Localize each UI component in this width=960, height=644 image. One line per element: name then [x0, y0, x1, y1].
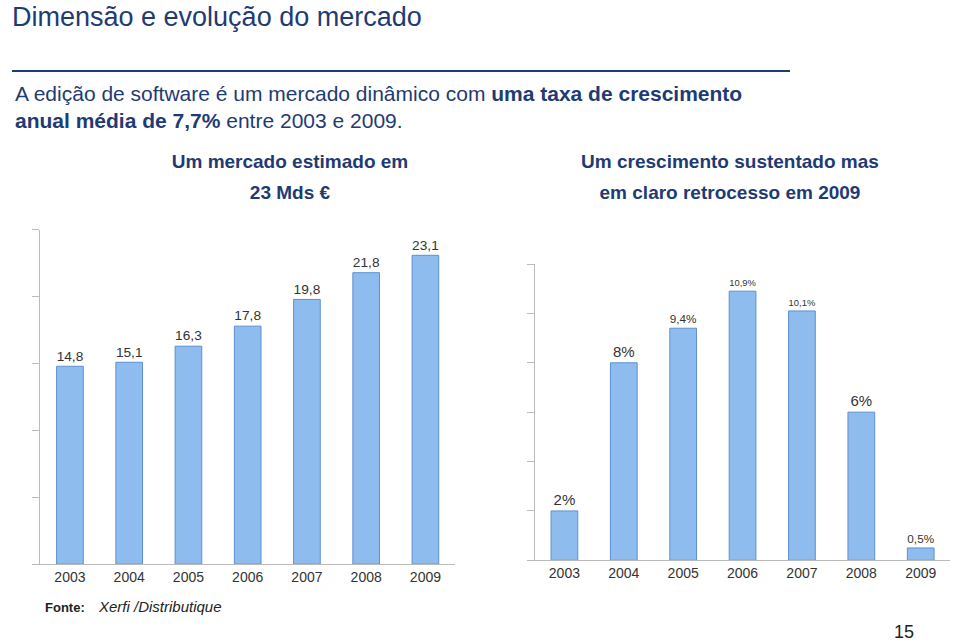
- html-text:Um crescimento sustentado mas: Um crescimento sustentado mas em claro r…: [581, 151, 879, 203]
- svg-text:0,5%: 0,5%: [907, 532, 934, 545]
- svg-text:2007: 2007: [786, 565, 817, 581]
- svg-text:23,1: 23,1: [412, 238, 439, 253]
- svg-text:10,1%: 10,1%: [789, 297, 816, 308]
- svg-text:2007: 2007: [291, 569, 322, 585]
- svg-text:2003: 2003: [549, 565, 580, 581]
- svg-text:16,3: 16,3: [175, 328, 202, 343]
- svg-text:2006: 2006: [232, 569, 263, 585]
- svg-text:19,8: 19,8: [294, 282, 321, 297]
- html-text:Xerfi /Distributique: Xerfi /Distributique: [99, 598, 222, 615]
- svg-text:8%: 8%: [613, 343, 635, 360]
- svg-text:17,8: 17,8: [234, 308, 261, 323]
- html-text:Um mercado estimado em 23 Mds: Um mercado estimado em 23 Mds €: [171, 151, 409, 203]
- svg-text:2005: 2005: [668, 565, 699, 581]
- svg-text:2009: 2009: [905, 565, 936, 581]
- html-text:Dimensão e evolução do mercado: Dimensão e evolução do mercado: [12, 2, 422, 32]
- svg-text:2004: 2004: [114, 569, 145, 585]
- svg-text:15,1: 15,1: [116, 345, 143, 360]
- svg-text:2008: 2008: [846, 565, 877, 581]
- svg-text:2003: 2003: [54, 569, 85, 585]
- svg-text:2004: 2004: [608, 565, 639, 581]
- svg-text:10,9%: 10,9%: [729, 277, 756, 288]
- svg-text:9,4%: 9,4%: [670, 312, 697, 325]
- svg-text:21,8: 21,8: [353, 255, 380, 270]
- svg-text:2008: 2008: [351, 569, 382, 585]
- svg-text:2009: 2009: [410, 569, 441, 585]
- svg-text:2005: 2005: [173, 569, 204, 585]
- svg-text:2006: 2006: [727, 565, 758, 581]
- svg-text:6%: 6%: [850, 392, 872, 409]
- html-text:A edição de software é um merc: A edição de software é um mercado dinâmi…: [15, 82, 743, 132]
- svg-text:2%: 2%: [554, 491, 576, 508]
- html-text:15: 15: [894, 622, 914, 642]
- svg-text:14,8: 14,8: [57, 349, 84, 364]
- html-text:Fonte:: Fonte:: [45, 600, 85, 615]
